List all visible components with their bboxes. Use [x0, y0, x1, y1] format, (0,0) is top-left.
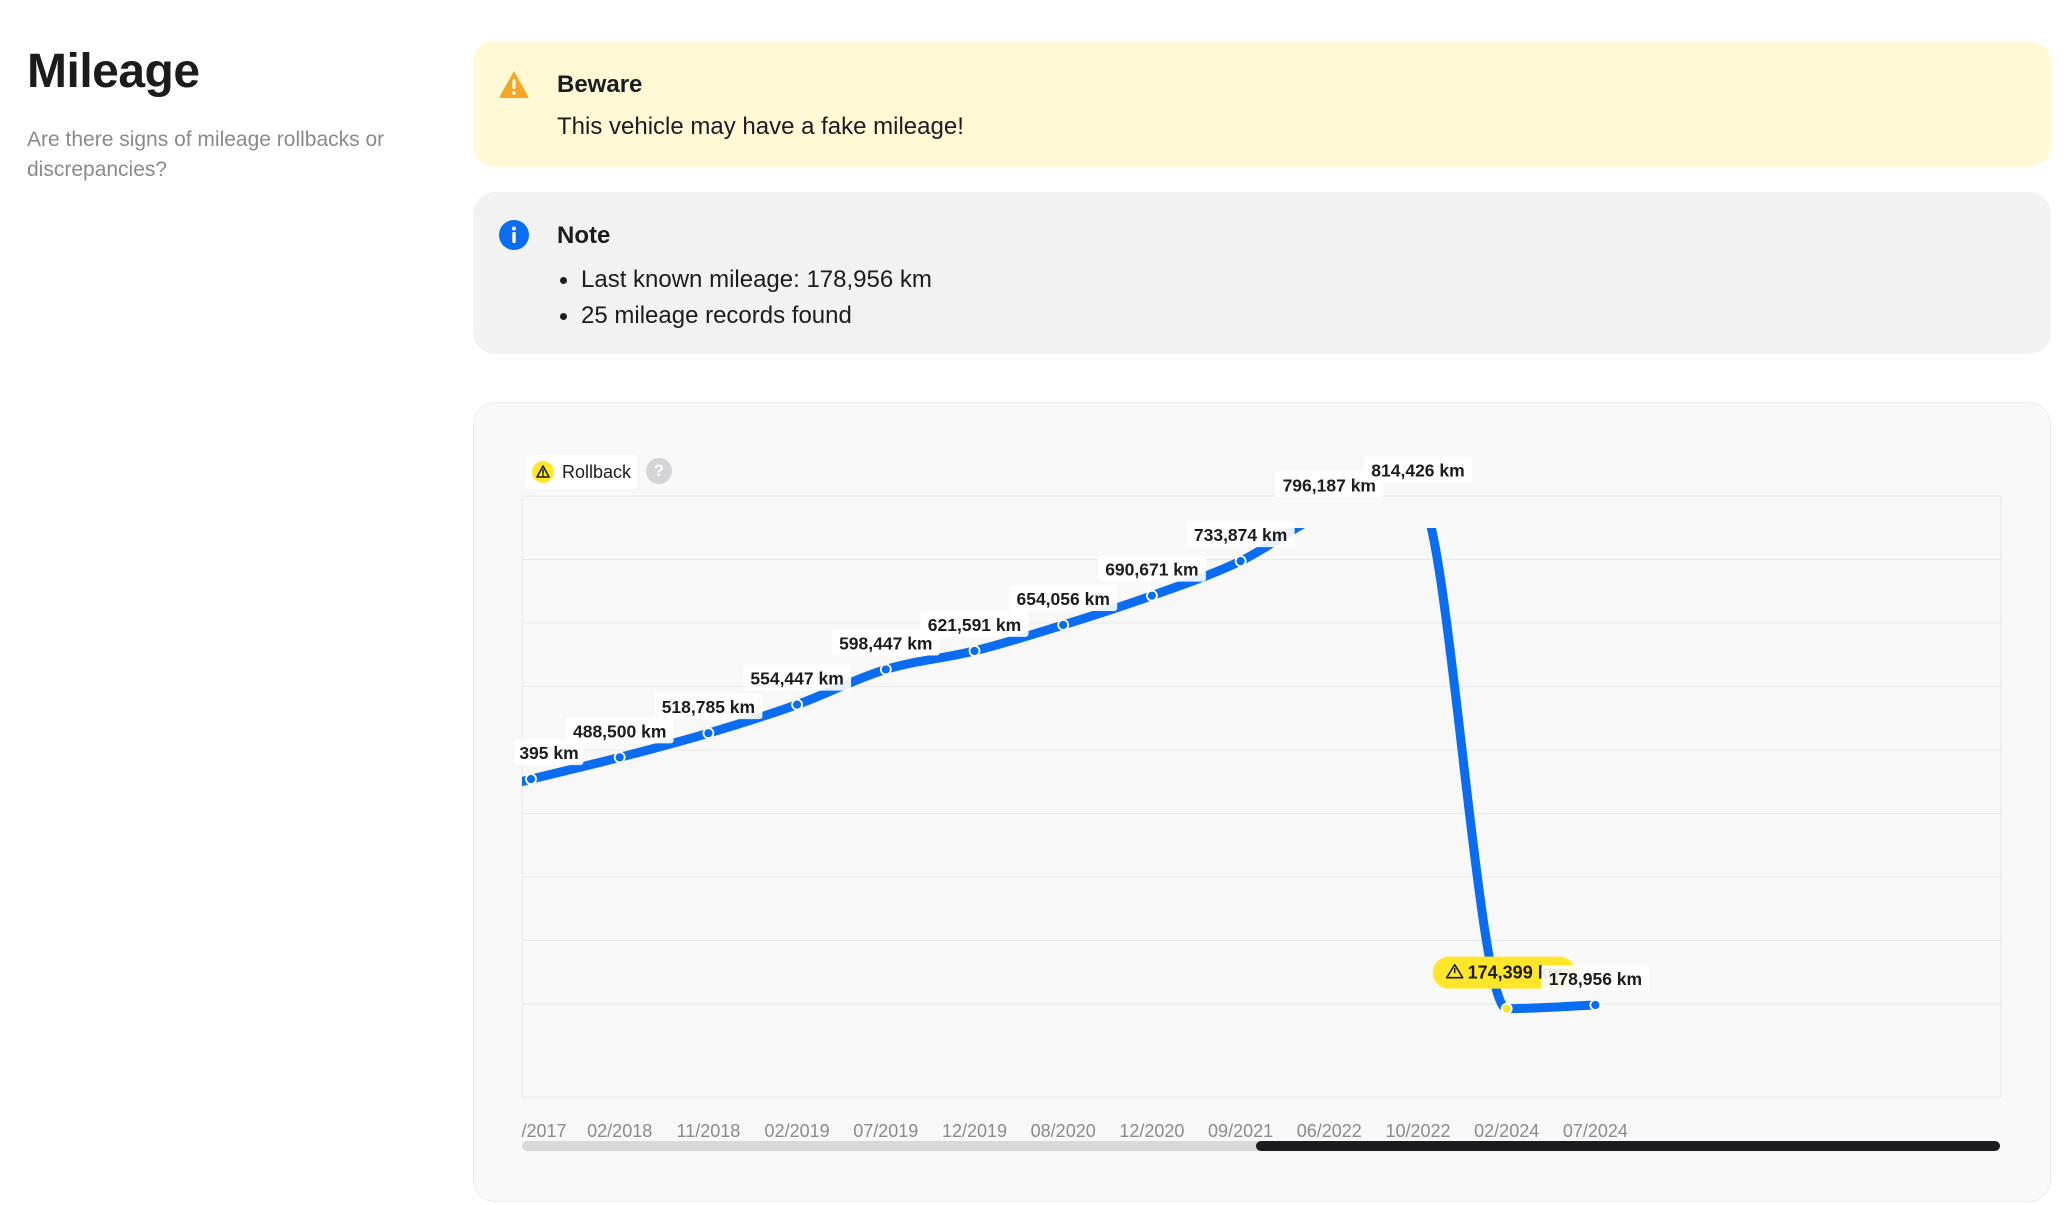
- data-point[interactable]: [1146, 589, 1158, 602]
- data-label-text: 621,591 km: [928, 615, 1021, 635]
- data-point[interactable]: [968, 645, 981, 657]
- data-label-text: 598,447 km: [839, 633, 932, 653]
- data-point[interactable]: [1057, 619, 1070, 631]
- data-point[interactable]: [525, 773, 537, 785]
- warning-triangle-icon: [1445, 963, 1464, 979]
- x-tick-label: 07/2019: [853, 1121, 918, 1141]
- data-point[interactable]: [1324, 506, 1334, 516]
- mileage-chart: Rollback ? 395 km 488,500 km 518,785 km 554…: [473, 402, 2051, 1202]
- data-label-text: 733,874 km: [1194, 525, 1287, 545]
- x-tick-label: 02/2018: [587, 1121, 652, 1141]
- x-tick-label: 09/2021: [1208, 1121, 1273, 1141]
- data-label: 598,447 km: [831, 629, 940, 656]
- data-label: 690,671 km: [1097, 555, 1206, 582]
- warning-title: Beware: [557, 71, 643, 98]
- data-label-text: 488,500 km: [573, 721, 666, 741]
- x-tick-label: /2017: [521, 1121, 566, 1141]
- data-label-text: 690,671 km: [1105, 560, 1198, 580]
- data-label-text: 518,785 km: [662, 697, 755, 717]
- section-header: Mileage Are there signs of mileage rollb…: [27, 44, 427, 185]
- rollback-value-label: 174,399 km: [1468, 963, 1564, 983]
- warning-triangle-icon: [499, 71, 529, 98]
- data-label: 518,785 km: [654, 693, 763, 720]
- help-icon[interactable]: ?: [646, 458, 672, 484]
- data-label: 733,874 km: [1186, 521, 1295, 548]
- x-tick-label: 11/2018: [677, 1121, 741, 1141]
- note-list: Last known mileage: 178,956 km 25 mileag…: [557, 262, 932, 334]
- data-point[interactable]: [1589, 999, 1602, 1011]
- warning-alert: Beware This vehicle may have a fake mile…: [473, 41, 2051, 167]
- data-label: 621,591 km: [920, 610, 1029, 637]
- rollback-point[interactable]: [1500, 1002, 1513, 1015]
- info-circle-icon: [499, 220, 529, 250]
- data-point[interactable]: [613, 751, 626, 764]
- data-label-text: 654,056 km: [1016, 589, 1109, 609]
- x-tick-label: 12/2020: [1119, 1121, 1184, 1141]
- page-subtitle: Are there signs of mileage rollbacks or …: [27, 128, 385, 181]
- note-item: 25 mileage records found: [557, 298, 932, 334]
- plot-frame: [521, 495, 2002, 1098]
- x-tick-label: 10/2022: [1385, 1121, 1450, 1141]
- data-label-text: 796,187 km: [1283, 475, 1376, 495]
- chart-scrollbar-thumb[interactable]: [1256, 1141, 2000, 1151]
- legend-rollback[interactable]: Rollback: [526, 455, 638, 489]
- data-label: 814,426 km: [1364, 456, 1472, 483]
- legend-label: Rollback: [562, 461, 632, 482]
- note-title: Note: [557, 222, 611, 249]
- data-label-text: 178,956 km: [1549, 969, 1642, 989]
- data-label: 796,187 km: [1275, 471, 1384, 498]
- data-label: 395 km: [514, 739, 584, 766]
- x-tick-label: 08/2020: [1031, 1121, 1096, 1141]
- warning-text: This vehicle may have a fake mileage!: [557, 113, 964, 140]
- rollback-warning-icon: [532, 461, 554, 483]
- x-tick-label: 12/2019: [942, 1121, 1007, 1141]
- data-point[interactable]: [1413, 492, 1423, 502]
- data-point[interactable]: [1234, 555, 1247, 568]
- data-label-text: 395 km: [519, 743, 578, 763]
- data-label-text: 814,426 km: [1371, 461, 1464, 481]
- series-line: [522, 528, 1600, 1014]
- data-label: 488,500 km: [565, 717, 674, 744]
- page-title: Mileage: [27, 45, 200, 98]
- x-tick-label: 06/2022: [1297, 1121, 1362, 1141]
- rollback-label: 174,399 km: [1432, 956, 1576, 989]
- data-point[interactable]: [879, 663, 892, 676]
- data-label: 554,447 km: [743, 664, 852, 691]
- x-tick-label: 02/2024: [1474, 1121, 1539, 1141]
- data-label-text: 554,447 km: [750, 669, 843, 689]
- x-tick-label: 07/2024: [1563, 1121, 1628, 1141]
- data-label: 178,956 km: [1541, 965, 1650, 992]
- data-point[interactable]: [791, 698, 804, 711]
- data-label: 654,056 km: [1009, 584, 1118, 611]
- note-item: Last known mileage: 178,956 km: [557, 262, 932, 298]
- note-alert: Note Last known mileage: 178,956 km 25 m…: [473, 192, 2051, 354]
- x-tick-label: 02/2019: [765, 1121, 830, 1141]
- data-point[interactable]: [702, 727, 715, 740]
